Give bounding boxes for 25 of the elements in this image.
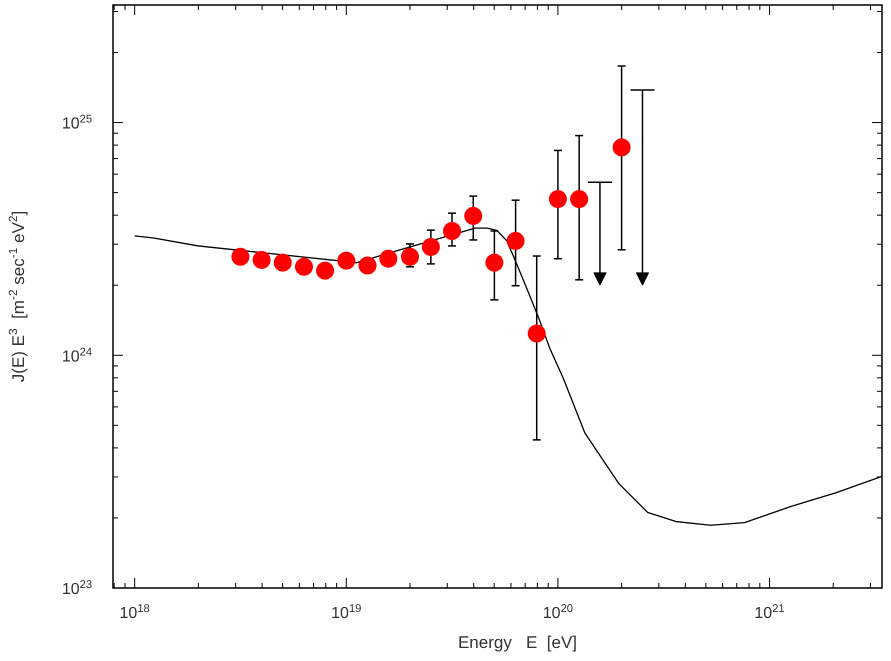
point [464, 206, 482, 225]
point [358, 256, 377, 275]
point [506, 232, 525, 250]
x-axis-title: Energy E [eV] [458, 633, 578, 652]
point [443, 222, 462, 240]
point [422, 238, 440, 256]
point [337, 252, 356, 270]
x-tick-label: 10$^{21}$ [754, 603, 785, 622]
point [485, 254, 504, 272]
point [231, 248, 250, 266]
x-tick-label: 10$^{20}$ [542, 603, 574, 622]
y-tick-label: 10$^{24}$ [62, 346, 92, 366]
point [252, 250, 271, 269]
x-tick-label: 10$^{19}$ [331, 603, 362, 622]
point [548, 190, 567, 208]
point [294, 258, 313, 276]
point [316, 262, 334, 280]
point [274, 254, 292, 272]
y-tick-label: 10$^{25}$ [62, 114, 92, 133]
point [379, 250, 398, 268]
point [400, 248, 419, 266]
point [528, 324, 546, 343]
x-tick-label: 10$^{18}$ [120, 603, 150, 622]
point [570, 190, 588, 208]
y-tick-label: 10$^{23}$ [62, 579, 92, 598]
